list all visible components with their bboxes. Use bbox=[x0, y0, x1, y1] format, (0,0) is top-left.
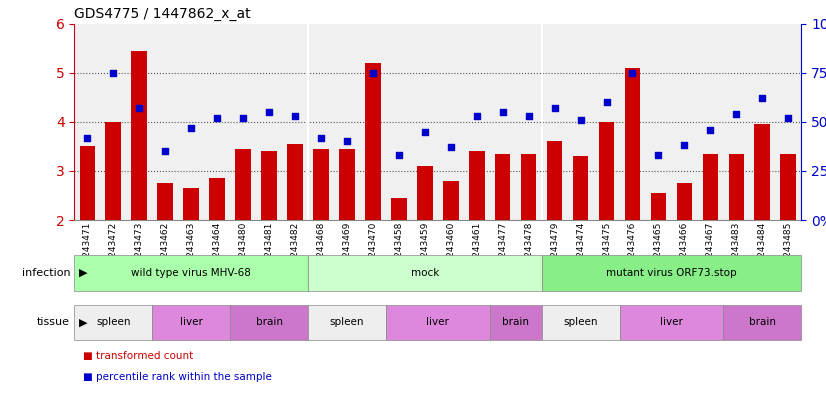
Text: brain: brain bbox=[749, 317, 776, 327]
Point bbox=[781, 115, 795, 121]
Bar bbox=[79, 147, 95, 220]
Bar bbox=[624, 68, 640, 220]
Point bbox=[392, 152, 406, 158]
Text: ■ transformed count: ■ transformed count bbox=[83, 351, 192, 361]
Bar bbox=[158, 183, 173, 220]
Point bbox=[704, 127, 717, 133]
Text: wild type virus MHV-68: wild type virus MHV-68 bbox=[131, 268, 251, 278]
Text: brain: brain bbox=[502, 317, 529, 327]
Point bbox=[81, 134, 94, 141]
Bar bbox=[261, 151, 277, 220]
Bar bbox=[106, 122, 121, 220]
Bar bbox=[313, 149, 329, 220]
Point bbox=[444, 144, 458, 151]
Point bbox=[159, 148, 172, 154]
Bar bbox=[235, 149, 251, 220]
Bar bbox=[729, 154, 744, 220]
Point bbox=[263, 109, 276, 115]
Bar bbox=[572, 156, 588, 220]
Text: ▶: ▶ bbox=[78, 317, 87, 327]
Point bbox=[184, 125, 197, 131]
Text: spleen: spleen bbox=[563, 317, 598, 327]
Text: infection: infection bbox=[21, 268, 70, 278]
Point bbox=[288, 113, 301, 119]
Bar bbox=[547, 141, 563, 220]
Point bbox=[340, 138, 354, 145]
Point bbox=[574, 117, 587, 123]
Point bbox=[522, 113, 535, 119]
Point bbox=[236, 115, 249, 121]
Point bbox=[133, 105, 146, 111]
Text: GDS4775 / 1447862_x_at: GDS4775 / 1447862_x_at bbox=[74, 7, 251, 21]
Point bbox=[470, 113, 483, 119]
Text: ▶: ▶ bbox=[78, 268, 87, 278]
Bar bbox=[703, 154, 718, 220]
Point bbox=[548, 105, 561, 111]
Bar bbox=[599, 122, 615, 220]
Text: spleen: spleen bbox=[330, 317, 364, 327]
Text: liver: liver bbox=[426, 317, 449, 327]
Bar bbox=[417, 166, 433, 220]
Text: tissue: tissue bbox=[37, 317, 70, 327]
Text: liver: liver bbox=[180, 317, 202, 327]
Text: mutant virus ORF73.stop: mutant virus ORF73.stop bbox=[606, 268, 737, 278]
Text: liver: liver bbox=[660, 317, 683, 327]
Bar bbox=[287, 144, 303, 220]
Point bbox=[729, 111, 743, 117]
Point bbox=[756, 95, 769, 101]
Bar bbox=[365, 63, 381, 220]
Text: ■ percentile rank within the sample: ■ percentile rank within the sample bbox=[83, 372, 272, 382]
Point bbox=[107, 70, 120, 76]
Point bbox=[418, 129, 431, 135]
Bar bbox=[183, 188, 199, 220]
Bar bbox=[676, 183, 692, 220]
Bar bbox=[754, 124, 770, 220]
Point bbox=[315, 134, 328, 141]
Bar bbox=[781, 154, 796, 220]
Bar bbox=[209, 178, 225, 220]
Text: mock: mock bbox=[411, 268, 439, 278]
Point bbox=[496, 109, 510, 115]
Point bbox=[366, 70, 379, 76]
Point bbox=[626, 70, 639, 76]
Point bbox=[678, 142, 691, 149]
Point bbox=[600, 99, 613, 105]
Bar bbox=[131, 51, 147, 220]
Text: spleen: spleen bbox=[96, 317, 131, 327]
Bar bbox=[521, 154, 536, 220]
Bar bbox=[495, 154, 510, 220]
Bar bbox=[469, 151, 485, 220]
Text: brain: brain bbox=[255, 317, 282, 327]
Bar bbox=[443, 181, 458, 220]
Point bbox=[652, 152, 665, 158]
Point bbox=[211, 115, 224, 121]
Bar bbox=[339, 149, 354, 220]
Bar bbox=[391, 198, 406, 220]
Bar bbox=[651, 193, 667, 220]
